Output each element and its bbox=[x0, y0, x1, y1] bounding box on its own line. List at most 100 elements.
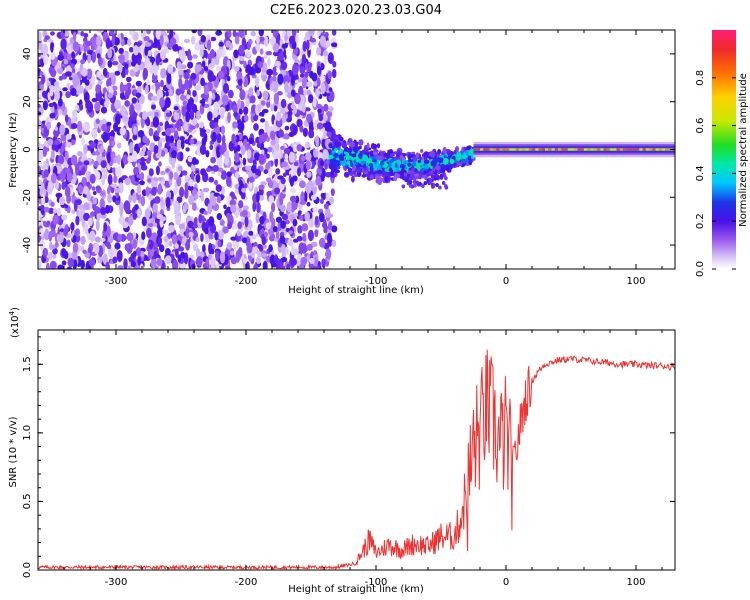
heat-cell bbox=[208, 62, 215, 70]
heat-cell bbox=[191, 35, 196, 45]
heat-cell bbox=[84, 79, 90, 86]
heat-cell bbox=[619, 148, 624, 151]
heat-cell bbox=[204, 228, 209, 235]
heat-cell bbox=[133, 66, 139, 73]
heat-cell bbox=[277, 73, 284, 85]
snr-panel: -300 -200 -100 0 100 0.0 0.5 1.0 1.5 Height of … bbox=[8, 307, 676, 595]
heat-cell bbox=[293, 248, 299, 256]
heat-cell bbox=[288, 131, 295, 137]
heat-cell bbox=[183, 120, 189, 132]
heat-cell bbox=[285, 246, 289, 255]
heat-cell bbox=[116, 154, 121, 165]
heat-cell bbox=[65, 167, 71, 174]
heat-cell bbox=[112, 233, 117, 241]
heat-cell bbox=[100, 145, 104, 153]
heat-cell bbox=[473, 148, 477, 151]
colorbar-gradient bbox=[712, 30, 736, 269]
heat-cell bbox=[369, 150, 375, 157]
heat-cell bbox=[146, 30, 151, 35]
heat-cell bbox=[175, 246, 179, 258]
heat-cell bbox=[331, 239, 337, 248]
heat-cell bbox=[53, 128, 60, 138]
heat-cell bbox=[119, 205, 123, 217]
heat-cell bbox=[219, 251, 226, 264]
heat-cell bbox=[328, 154, 334, 160]
heat-cell bbox=[275, 60, 281, 68]
heat-cell bbox=[412, 160, 417, 167]
heat-cell bbox=[226, 242, 233, 250]
heat-cell bbox=[130, 252, 135, 261]
heat-cell bbox=[77, 151, 83, 157]
heat-cell bbox=[59, 51, 63, 57]
heat-cell bbox=[85, 40, 92, 47]
heat-cell bbox=[332, 61, 337, 68]
heat-cell bbox=[210, 36, 217, 42]
heat-cell bbox=[65, 133, 72, 140]
heat-cell bbox=[284, 125, 290, 131]
heat-cell bbox=[334, 147, 338, 152]
heat-cell bbox=[318, 237, 326, 248]
heat-cell bbox=[202, 244, 206, 254]
heat-cell bbox=[106, 121, 112, 127]
heat-cell bbox=[574, 148, 578, 151]
heat-cell bbox=[50, 244, 56, 250]
heat-cell bbox=[349, 141, 356, 148]
heat-cell bbox=[225, 40, 231, 48]
heat-cell bbox=[280, 145, 285, 150]
heat-cell bbox=[62, 87, 68, 92]
heat-cell bbox=[200, 168, 207, 176]
heat-cell bbox=[190, 163, 196, 173]
heat-cell bbox=[92, 132, 97, 140]
heat-cell bbox=[144, 41, 152, 47]
heat-cell bbox=[115, 199, 120, 206]
heat-cell bbox=[312, 206, 319, 213]
heat-cell bbox=[306, 89, 311, 96]
heat-cell bbox=[199, 144, 207, 155]
heat-cell bbox=[247, 42, 251, 51]
heat-cell bbox=[297, 225, 303, 234]
heat-cell bbox=[97, 30, 104, 33]
heat-cell bbox=[341, 142, 348, 149]
heat-cell bbox=[538, 148, 542, 151]
heat-cell bbox=[334, 138, 339, 142]
heat-cell bbox=[93, 197, 98, 205]
heat-cell bbox=[93, 191, 97, 195]
heat-cell bbox=[200, 35, 206, 43]
heat-cell bbox=[232, 121, 238, 129]
heat-cell bbox=[300, 256, 308, 266]
heat-cell bbox=[238, 200, 244, 209]
heat-cell bbox=[95, 84, 101, 94]
heat-cell bbox=[180, 251, 186, 259]
heat-cell bbox=[49, 86, 54, 97]
heat-cell bbox=[42, 147, 50, 152]
heat-cell bbox=[649, 148, 653, 151]
heat-cell bbox=[43, 169, 49, 178]
colorbar-label: Normalized spectral amplitude bbox=[738, 73, 749, 227]
heat-cell bbox=[372, 151, 379, 156]
heat-cell bbox=[39, 84, 44, 91]
heat-cell bbox=[99, 191, 106, 197]
heat-cell bbox=[600, 148, 604, 151]
heat-cell bbox=[57, 264, 64, 269]
heat-cell bbox=[160, 49, 167, 61]
spectrogram-cells bbox=[38, 30, 675, 269]
heat-cell bbox=[299, 66, 306, 74]
heat-cell bbox=[330, 171, 334, 176]
heat-cell bbox=[107, 92, 114, 99]
heat-cell bbox=[597, 148, 601, 151]
heat-cell bbox=[226, 171, 232, 178]
heat-cell bbox=[38, 150, 44, 161]
spectrogram-x-label: Height of straight line (km) bbox=[288, 285, 424, 296]
heat-cell bbox=[373, 143, 378, 149]
heat-cell bbox=[281, 43, 288, 49]
heat-cell bbox=[208, 233, 214, 240]
heat-cell bbox=[91, 75, 96, 86]
heat-cell bbox=[277, 91, 283, 96]
heat-cell bbox=[38, 205, 45, 212]
heat-cell bbox=[124, 63, 129, 70]
heat-cell bbox=[332, 139, 336, 143]
heat-cell bbox=[545, 148, 549, 151]
heat-cell bbox=[265, 51, 273, 56]
heat-cell bbox=[132, 192, 137, 204]
